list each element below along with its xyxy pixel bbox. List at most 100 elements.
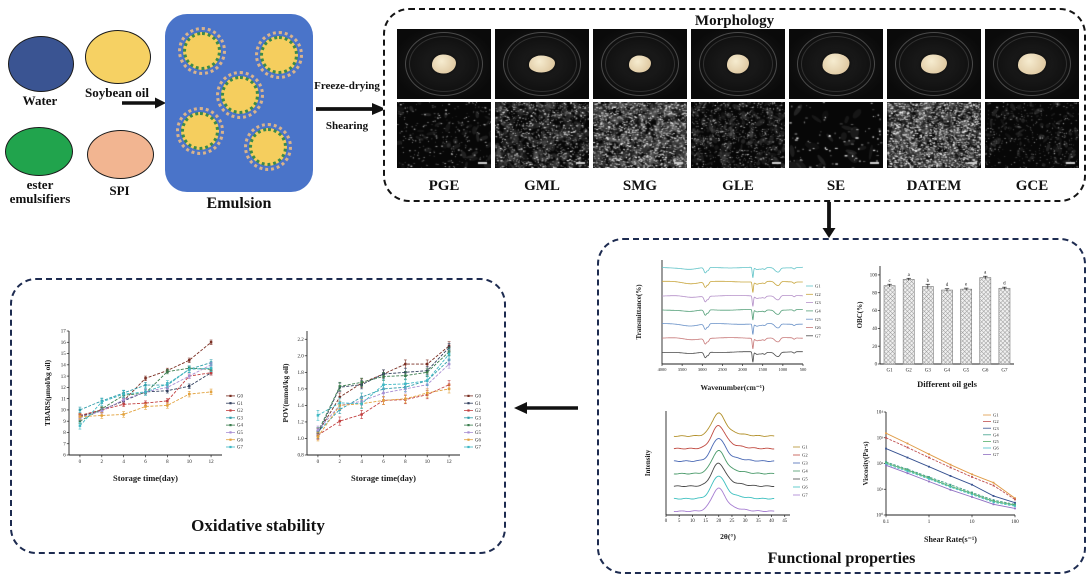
svg-text:12: 12	[447, 460, 453, 465]
oleogel-blob	[822, 53, 850, 75]
emulsion-box	[165, 14, 313, 192]
svg-text:Transmittance(%): Transmittance(%)	[635, 284, 643, 340]
svg-text:G1: G1	[993, 413, 999, 418]
svg-text:G4: G4	[944, 369, 951, 374]
sample-label: SMG	[622, 178, 658, 194]
svg-text:G4: G4	[815, 309, 821, 314]
svg-text:10⁴: 10⁴	[877, 410, 884, 416]
svg-text:G2: G2	[906, 369, 913, 374]
svg-text:12: 12	[61, 386, 67, 391]
svg-text:G4: G4	[993, 432, 999, 437]
sample-label: PGE	[428, 178, 460, 194]
svg-text:45: 45	[782, 519, 787, 524]
water-label: Water	[22, 93, 58, 108]
sem-micrograph	[397, 102, 491, 168]
svg-text:G7: G7	[815, 333, 821, 338]
svg-text:20: 20	[872, 345, 877, 350]
morphology-column: GLE	[691, 29, 785, 195]
water-ellipse	[8, 36, 74, 92]
pov-chart: 0.8 1.0 1.2 1.4 1.6 1.8 2.0 2.2 0 2 4 6 8 10 12 Storage…	[280, 325, 500, 485]
morphology-column: SMG	[593, 29, 687, 195]
svg-text:G5: G5	[802, 477, 808, 482]
sample-label: GCE	[1015, 178, 1049, 194]
svg-text:G3: G3	[993, 426, 999, 431]
svg-text:15: 15	[61, 352, 67, 357]
dish-ring	[409, 36, 479, 92]
svg-text:G0: G0	[237, 395, 243, 400]
svg-text:1500: 1500	[758, 367, 768, 372]
svg-text:2: 2	[339, 460, 342, 465]
svg-text:10: 10	[970, 520, 976, 525]
spi-ellipse	[87, 130, 154, 179]
svg-text:G3: G3	[815, 300, 821, 305]
dish-ring	[503, 32, 581, 96]
svg-text:G2: G2	[993, 419, 999, 424]
svg-text:10: 10	[425, 460, 431, 465]
oil-droplet	[176, 107, 224, 155]
dish-ring	[797, 32, 875, 96]
petri-dish-photo	[397, 29, 491, 99]
svg-text:1: 1	[928, 520, 931, 525]
dish-ring	[895, 32, 973, 96]
sample-label: GML	[524, 178, 560, 194]
dish-ring	[605, 36, 675, 92]
svg-text:b: b	[927, 279, 930, 284]
petri-dish-photo	[593, 29, 687, 99]
svg-text:40: 40	[872, 327, 877, 332]
oil-droplet	[178, 27, 226, 75]
svg-text:30: 30	[743, 519, 748, 524]
sem-micrograph	[593, 102, 687, 168]
svg-text:2θ(°): 2θ(°)	[720, 532, 736, 541]
svg-text:60: 60	[872, 309, 877, 314]
svg-text:5: 5	[678, 519, 681, 524]
svg-text:a: a	[984, 271, 987, 276]
dish-ring	[703, 36, 773, 92]
svg-text:6: 6	[63, 454, 66, 459]
petri-dish-photo	[789, 29, 883, 99]
oleogel-blob	[727, 54, 749, 74]
svg-text:G4: G4	[475, 424, 481, 429]
sem-micrograph	[789, 102, 883, 168]
petri-dish-photo	[495, 29, 589, 99]
oleogel-blob	[529, 55, 555, 73]
svg-text:10: 10	[690, 519, 695, 524]
svg-text:0: 0	[875, 363, 878, 368]
functional-properties-panel: 4000 3500 3000 2500 2000 1500 1000 500 Wavenumbe…	[597, 238, 1086, 574]
oleogel-blob	[1018, 53, 1046, 75]
oleogel-blob	[921, 54, 947, 74]
svg-text:40: 40	[769, 519, 774, 524]
svg-text:10⁰: 10⁰	[876, 513, 883, 519]
svg-text:2.2: 2.2	[298, 338, 305, 343]
morphology-column: PGE	[397, 29, 491, 195]
sem-micrograph	[985, 102, 1079, 168]
svg-text:10: 10	[187, 460, 193, 465]
oleogel-blob	[432, 54, 456, 74]
svg-text:2: 2	[101, 460, 104, 465]
svg-text:100: 100	[1011, 520, 1019, 525]
svg-text:10²: 10²	[877, 461, 884, 467]
svg-text:4000: 4000	[658, 367, 668, 372]
svg-text:G5: G5	[237, 431, 243, 436]
svg-text:a: a	[908, 273, 911, 278]
functional-properties-title: Functional properties	[767, 550, 916, 567]
svg-text:6: 6	[382, 460, 385, 465]
oil-droplet	[216, 71, 264, 119]
svg-text:3500: 3500	[678, 367, 688, 372]
svg-text:Viscosity(Pa·s): Viscosity(Pa·s)	[862, 441, 870, 486]
svg-text:G6: G6	[475, 438, 481, 443]
petri-dish-photo	[985, 29, 1079, 99]
svg-text:d: d	[1003, 282, 1006, 287]
svg-text:G1: G1	[802, 445, 808, 450]
obc-chart: 0 20 40 60 80 100 c G1 a G2 b G3 d G4 e G5 a G6 d G7 Differe…	[854, 254, 1022, 390]
svg-text:TBARS(μmol/kg oil): TBARS(μmol/kg oil)	[43, 359, 52, 426]
svg-text:13: 13	[61, 375, 67, 380]
svg-text:7: 7	[63, 442, 66, 447]
dish-ring	[899, 36, 969, 92]
svg-text:0.8: 0.8	[298, 454, 305, 459]
morphology-column: GCE	[985, 29, 1079, 195]
svg-text:9: 9	[63, 420, 66, 425]
dish-ring	[699, 32, 777, 96]
tbars-chart: 6 7 8 9 10 11 12 13 14 15 16 17 0 2 4 6 8 10 12 Storage tim…	[42, 325, 262, 485]
dish-ring	[997, 36, 1067, 92]
